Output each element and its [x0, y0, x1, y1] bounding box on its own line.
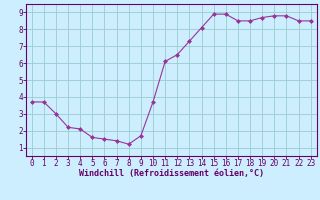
- X-axis label: Windchill (Refroidissement éolien,°C): Windchill (Refroidissement éolien,°C): [79, 169, 264, 178]
